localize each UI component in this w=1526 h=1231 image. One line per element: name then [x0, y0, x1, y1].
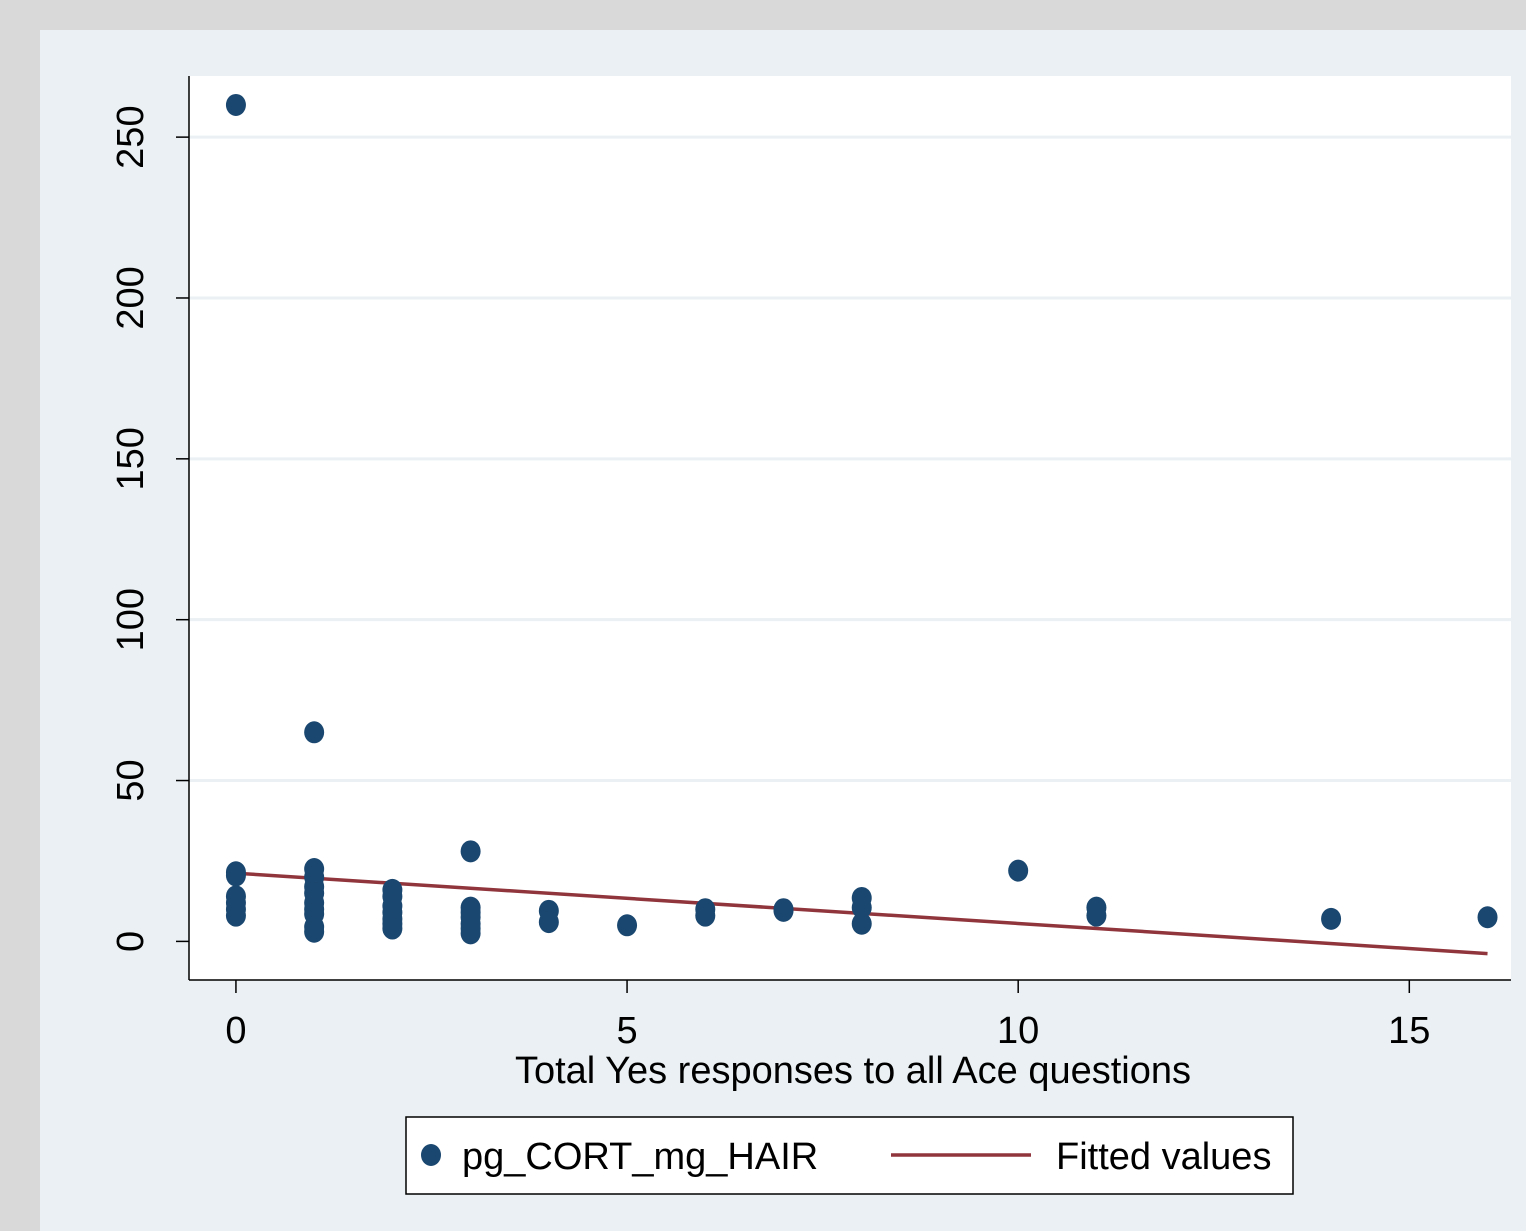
- data-point: [773, 899, 794, 922]
- y-tick-label: 50: [110, 759, 152, 801]
- x-tick-label: 5: [616, 1010, 637, 1052]
- gridlines: [189, 135, 1511, 783]
- data-point: [851, 896, 872, 919]
- legend: pg_CORT_mg_HAIR Fitted values: [405, 1116, 1294, 1195]
- data-point: [460, 840, 481, 863]
- y-tick-label: 150: [110, 427, 152, 490]
- data-point: [695, 904, 716, 927]
- data-point: [1086, 904, 1107, 927]
- data-point: [304, 920, 325, 943]
- y-tick-label: 200: [110, 266, 152, 329]
- legend-marker-points: [421, 1144, 441, 1166]
- scatter-points: [225, 93, 1498, 945]
- x-tick-label: 0: [225, 1010, 246, 1052]
- data-point: [304, 721, 325, 744]
- plot-area: [189, 76, 1511, 980]
- data-point: [1321, 907, 1342, 930]
- axes: 0 50 100 150 200 250 0 5 10 15: [110, 76, 1511, 1052]
- data-point: [460, 922, 481, 945]
- y-tick-label: 250: [110, 105, 152, 168]
- data-point: [225, 93, 246, 116]
- x-axis-label: Total Yes responses to all Ace questions: [515, 1050, 1191, 1092]
- data-point: [538, 911, 559, 934]
- data-point: [851, 912, 872, 935]
- y-tick-label: 0: [110, 931, 152, 952]
- data-point: [225, 864, 246, 887]
- x-tick-label: 15: [1388, 1010, 1430, 1052]
- data-point: [225, 904, 246, 927]
- data-point: [1477, 906, 1498, 929]
- y-tick-label: 100: [110, 588, 152, 651]
- x-tick-label: 10: [997, 1010, 1039, 1052]
- data-point: [617, 914, 638, 937]
- legend-label-fit: Fitted values: [1056, 1136, 1271, 1178]
- legend-box: [405, 1116, 1294, 1195]
- data-point: [1008, 859, 1029, 882]
- data-point: [382, 917, 403, 940]
- legend-label-points: pg_CORT_mg_HAIR: [462, 1136, 818, 1178]
